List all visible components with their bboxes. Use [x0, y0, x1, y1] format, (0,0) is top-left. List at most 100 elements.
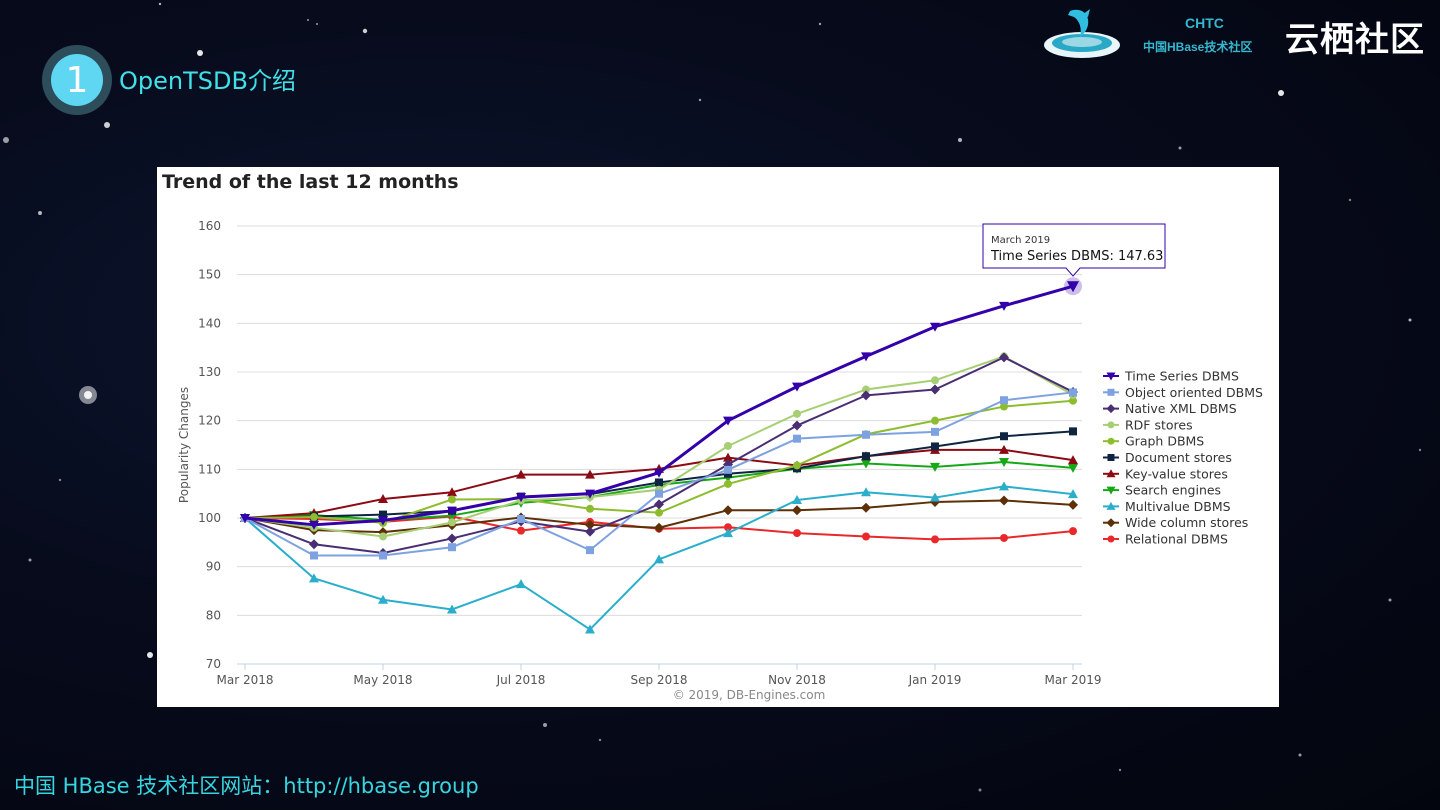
data-point[interactable] — [724, 441, 732, 450]
data-point[interactable] — [309, 573, 319, 583]
data-point[interactable] — [999, 481, 1009, 491]
data-point[interactable] — [862, 532, 870, 541]
data-point[interactable] — [448, 495, 456, 504]
data-point[interactable] — [930, 462, 940, 472]
data-point[interactable] — [379, 532, 387, 541]
data-point[interactable] — [1000, 533, 1008, 542]
data-point[interactable] — [447, 533, 457, 544]
data-point[interactable] — [999, 444, 1009, 454]
data-point[interactable] — [724, 465, 732, 474]
data-point[interactable] — [309, 539, 319, 550]
series-time-series-dbms[interactable] — [240, 282, 1078, 530]
legend-item[interactable]: RDF stores — [1103, 417, 1193, 432]
data-point[interactable] — [447, 487, 457, 497]
data-point[interactable] — [793, 461, 801, 470]
data-point[interactable] — [517, 526, 525, 535]
legend-item[interactable]: Time Series DBMS — [1103, 369, 1239, 384]
data-point[interactable] — [310, 551, 318, 560]
data-point[interactable] — [862, 385, 870, 394]
data-point[interactable] — [516, 579, 526, 589]
data-point[interactable] — [930, 322, 940, 332]
data-point[interactable] — [585, 624, 595, 634]
legend-item[interactable]: Object oriented DBMS — [1103, 385, 1263, 400]
data-point[interactable] — [1000, 432, 1008, 441]
data-point[interactable] — [999, 458, 1009, 468]
legend-item[interactable]: Search engines — [1103, 483, 1221, 498]
data-point[interactable] — [861, 352, 871, 362]
data-point[interactable] — [310, 513, 318, 522]
data-point[interactable] — [585, 526, 595, 537]
data-point[interactable] — [862, 452, 870, 461]
data-point[interactable] — [1069, 427, 1077, 436]
data-point[interactable] — [585, 519, 595, 530]
data-point[interactable] — [517, 514, 525, 523]
data-point[interactable] — [447, 604, 457, 614]
data-point[interactable] — [1069, 527, 1077, 536]
data-point[interactable] — [378, 594, 388, 604]
data-point[interactable] — [448, 543, 456, 552]
data-point[interactable] — [1068, 499, 1078, 510]
data-point[interactable] — [999, 352, 1009, 363]
data-point[interactable] — [379, 551, 387, 560]
data-point[interactable] — [861, 459, 871, 469]
data-point[interactable] — [931, 442, 939, 451]
data-point[interactable] — [655, 478, 663, 487]
data-point[interactable] — [1069, 388, 1077, 397]
data-point[interactable] — [379, 510, 387, 519]
data-point[interactable] — [516, 493, 526, 503]
data-point[interactable] — [930, 384, 940, 395]
legend-item[interactable]: Key-value stores — [1103, 466, 1228, 481]
data-point[interactable] — [861, 487, 871, 497]
data-point[interactable] — [723, 416, 733, 426]
legend-item[interactable]: Wide column stores — [1103, 515, 1248, 530]
data-point[interactable] — [654, 522, 664, 533]
legend-item[interactable]: Graph DBMS — [1103, 434, 1204, 449]
legend-item[interactable]: Document stores — [1103, 450, 1232, 465]
data-point[interactable] — [792, 420, 802, 431]
data-point[interactable] — [723, 505, 733, 516]
data-point[interactable] — [723, 452, 733, 462]
data-point[interactable] — [655, 508, 663, 517]
data-point[interactable] — [1068, 463, 1078, 473]
data-point[interactable] — [999, 495, 1009, 506]
data-point[interactable] — [862, 430, 870, 439]
data-point[interactable] — [793, 409, 801, 418]
legend-item[interactable]: Native XML DBMS — [1103, 401, 1237, 416]
hovered-point[interactable] — [1067, 281, 1079, 293]
data-point[interactable] — [378, 516, 388, 526]
data-point[interactable] — [792, 494, 802, 504]
data-point[interactable] — [586, 504, 594, 513]
data-point[interactable] — [585, 489, 595, 499]
data-point[interactable] — [931, 376, 939, 385]
data-point[interactable] — [654, 499, 664, 510]
data-point[interactable] — [931, 535, 939, 544]
data-point[interactable] — [793, 529, 801, 538]
data-point[interactable] — [724, 479, 732, 488]
data-point[interactable] — [586, 546, 594, 555]
data-point[interactable] — [861, 390, 871, 401]
data-point[interactable] — [1000, 402, 1008, 411]
data-point[interactable] — [793, 434, 801, 443]
data-point[interactable] — [724, 523, 732, 532]
data-point[interactable] — [792, 505, 802, 516]
data-point[interactable] — [378, 494, 388, 504]
data-point[interactable] — [1069, 396, 1077, 405]
data-point[interactable] — [240, 514, 250, 523]
data-point[interactable] — [1068, 489, 1078, 499]
data-point[interactable] — [931, 416, 939, 425]
data-point[interactable] — [309, 520, 319, 530]
data-point[interactable] — [585, 469, 595, 479]
data-point[interactable] — [792, 382, 802, 392]
data-point[interactable] — [447, 506, 457, 516]
data-point[interactable] — [655, 489, 663, 498]
data-point[interactable] — [861, 502, 871, 513]
data-point[interactable] — [654, 468, 664, 478]
data-point[interactable] — [931, 427, 939, 436]
legend-item[interactable]: Multivalue DBMS — [1103, 499, 1231, 514]
data-point[interactable] — [654, 554, 664, 564]
data-point[interactable] — [999, 301, 1009, 311]
data-point[interactable] — [930, 492, 940, 502]
legend-item[interactable]: Relational DBMS — [1103, 532, 1228, 547]
data-point[interactable] — [723, 528, 733, 538]
data-point[interactable] — [516, 469, 526, 479]
